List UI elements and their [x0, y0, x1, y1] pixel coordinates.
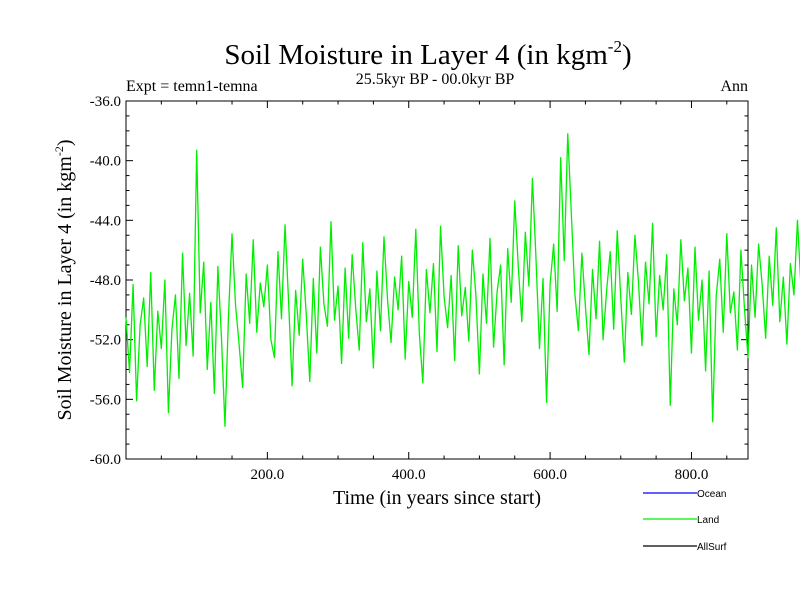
chart-title-superscript: -2	[608, 37, 622, 56]
series-line-land	[125, 133, 800, 427]
legend-label-land: Land	[697, 515, 719, 526]
legend-label-allsurf: AllSurf	[697, 542, 727, 553]
legend: Ocean Land AllSurf	[643, 489, 727, 553]
experiment-label: Expt = temn1-temna	[126, 78, 258, 95]
y-axis-label-superscript: -2	[52, 146, 66, 156]
y-tick-label: -36.0	[90, 94, 121, 110]
y-tick-label: -52.0	[90, 333, 121, 349]
legend-label-ocean: Ocean	[697, 489, 726, 500]
y-tick-label: -48.0	[90, 273, 121, 289]
y-axis: -60.0 -56.0 -52.0 -48.0 -44.0 -40.0 -36.0	[90, 94, 748, 468]
x-tick-label: 200.0	[250, 467, 284, 483]
y-tick-label: -40.0	[90, 154, 121, 170]
y-tick-label: -60.0	[90, 452, 121, 468]
y-axis-label-text: Soil Moisture in Layer 4 (in kgm	[54, 156, 76, 421]
chart-title-text: Soil Moisture in Layer 4 (in kgm	[224, 39, 608, 71]
x-tick-label: 400.0	[392, 467, 426, 483]
time-range-label: 25.5kyr BP - 00.0kyr BP	[356, 71, 515, 88]
chart-title-close: )	[622, 39, 632, 71]
x-axis-label: Time (in years since start)	[333, 487, 541, 509]
chart-title: Soil Moisture in Layer 4 (in kgm-2)	[224, 37, 631, 71]
y-axis-label-close: )	[54, 139, 76, 146]
x-tick-label: 600.0	[533, 467, 567, 483]
series-layer	[125, 133, 800, 427]
y-tick-label: -56.0	[90, 392, 121, 408]
y-axis-label: Soil Moisture in Layer 4 (in kgm-2)	[52, 139, 76, 420]
y-tick-label: -44.0	[90, 213, 121, 229]
season-label: Ann	[720, 78, 748, 95]
x-tick-label: 800.0	[675, 467, 709, 483]
x-axis: 200.0 400.0 600.0 800.0	[160, 101, 728, 483]
